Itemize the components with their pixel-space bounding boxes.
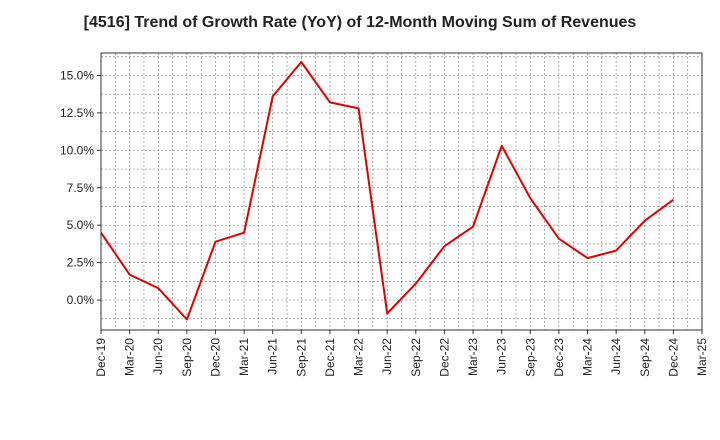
x-tick-label: Sep-22 (409, 338, 423, 377)
x-tick-label: Jun-22 (380, 338, 394, 375)
x-tick-label: Dec-21 (323, 338, 337, 377)
x-tick-label: Jun-21 (266, 338, 280, 375)
x-axis-tick-labels: Dec-19 Mar-20 Jun-20 Sep-20 Dec-20 Mar-21 Jun-… (94, 330, 709, 377)
x-tick-label: Dec-22 (437, 338, 451, 377)
x-tick-label: Mar-21 (237, 338, 251, 376)
y-tick-label: 0.0% (67, 293, 95, 307)
y-tick-label: 2.5% (67, 256, 95, 270)
x-tick-label: Jun-20 (151, 338, 165, 375)
x-tick-label: Sep-23 (523, 338, 537, 377)
y-tick-label: 7.5% (67, 181, 95, 195)
x-tick-label: Mar-24 (581, 338, 595, 376)
series-line (100, 61, 674, 321)
series-layer (100, 61, 674, 321)
plot-frame (100, 52, 703, 331)
y-tick-label: 15.0% (60, 68, 94, 82)
y-tick-label: 5.0% (67, 218, 95, 232)
x-tick-label: Dec-20 (208, 338, 222, 377)
x-tick-label: Dec-24 (666, 338, 680, 377)
x-tick-label: Dec-19 (94, 338, 108, 377)
plot-background (101, 53, 702, 330)
x-tick-label: Mar-22 (352, 338, 366, 376)
x-tick-label: Mar-25 (695, 338, 709, 376)
x-tick-label: Sep-21 (294, 338, 308, 377)
chart-title: [4516] Trend of Growth Rate (YoY) of 12-… (83, 14, 637, 31)
y-tick-label: 12.5% (60, 106, 94, 120)
x-tick-label: Dec-23 (552, 338, 566, 377)
x-tick-label: Sep-24 (638, 338, 652, 377)
y-tick-label: 10.0% (60, 143, 94, 157)
x-tick-label: Sep-20 (180, 338, 194, 377)
x-tick-label: Jun-24 (609, 338, 623, 375)
x-tick-label: Jun-23 (495, 338, 509, 375)
y-axis-tick-labels: 0.0% 2.5% 5.0% 7.5% 10.0% 12.5% 15.0% (60, 68, 101, 307)
x-tick-label: Mar-20 (123, 338, 137, 376)
x-tick-label: Mar-23 (466, 338, 480, 376)
grid-lines (101, 53, 702, 330)
